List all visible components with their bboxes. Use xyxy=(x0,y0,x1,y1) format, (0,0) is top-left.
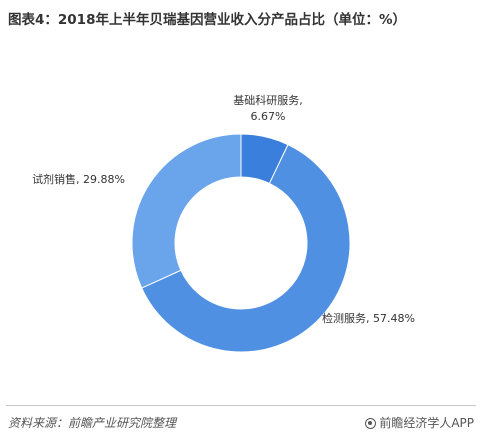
source-note: 资料来源：前瞻产业研究院整理 xyxy=(8,416,177,430)
slice-label-2: 试剂销售, 29.88% xyxy=(32,172,125,186)
slice-label-0: 基础科研服务, xyxy=(233,93,303,107)
brand-text: 前瞻经济学人APP xyxy=(379,416,474,430)
labels-group: 基础科研服务, 6.67% 检测服务, 57.48% 试剂销售, 29.88% xyxy=(32,93,415,325)
slices-group xyxy=(131,133,351,353)
donut-slice-1 xyxy=(141,143,351,353)
slice-label-1: 检测服务, 57.48% xyxy=(322,311,415,325)
slice-value-label-0: 6.67% xyxy=(251,110,286,123)
donut-slice-2 xyxy=(131,133,242,289)
brand-logo-icon xyxy=(365,418,377,429)
chart-title: 图表4：2018年上半年贝瑞基因营业收入分产品占比（单位：%） xyxy=(8,12,406,28)
footer-divider xyxy=(6,405,476,406)
brand-label: 前瞻经济学人APP xyxy=(365,414,474,431)
